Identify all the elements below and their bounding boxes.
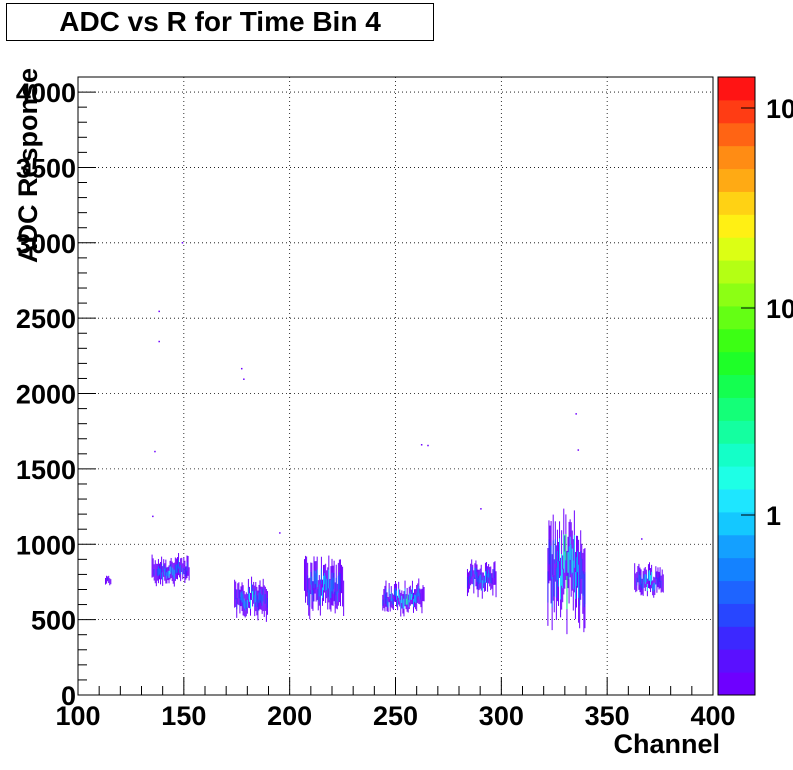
palette-swatch: [718, 626, 755, 650]
y-tick-label: 1500: [16, 455, 76, 485]
data-cell: [641, 538, 643, 540]
palette-swatch: [718, 351, 755, 376]
palette-swatch: [718, 557, 755, 582]
y-tick-label: 3500: [16, 153, 76, 183]
y-tick-label: 2500: [16, 304, 76, 334]
palette-swatch: [718, 122, 755, 147]
palette-swatch: [718, 374, 755, 398]
data-cell: [480, 508, 482, 510]
data-cell: [575, 413, 577, 415]
palette-swatch: [718, 168, 755, 192]
palette-swatch: [718, 77, 755, 101]
palette-swatch: [718, 649, 755, 673]
palette-swatch: [718, 237, 755, 261]
data-cell: [181, 242, 184, 244]
palette-swatch: [718, 603, 755, 627]
data-cell: [158, 310, 160, 313]
palette-tick-label: 10: [766, 94, 793, 124]
y-axis-label: ADC Response: [13, 68, 43, 263]
palette-swatch: [718, 328, 755, 353]
palette-swatch: [718, 534, 755, 559]
palette-tick-label: 10: [766, 294, 793, 324]
chart-title: ADC vs R for Time Bin 4: [6, 3, 434, 41]
y-tick-label: 3000: [16, 229, 76, 259]
palette-swatch: [718, 283, 755, 307]
axis-ticks: 100 150 200 250 300 350 4000500100015002000250…: [16, 76, 736, 731]
data-cell: [427, 444, 429, 447]
palette-swatch: [718, 511, 755, 536]
palette-swatch: [718, 397, 755, 421]
data-cell: [152, 515, 154, 518]
data-cell: [420, 444, 423, 446]
y-tick-label: 500: [31, 606, 76, 636]
grid: [78, 77, 713, 695]
x-axis-label: Channel: [613, 729, 720, 759]
data-cell: [240, 367, 243, 370]
y-tick-label: 4000: [16, 78, 76, 108]
data-cell: [243, 378, 245, 380]
y-tick-label: 2000: [16, 380, 76, 410]
palette-swatch: [718, 443, 755, 467]
x-tick-label: 150: [161, 701, 206, 731]
color-palette: 1 10 10: [717, 76, 793, 696]
x-tick-label: 250: [373, 701, 418, 731]
palette-swatch: [718, 305, 755, 330]
palette-swatch: [718, 489, 755, 513]
palette-swatch: [718, 466, 755, 490]
x-tick-label: 200: [267, 701, 312, 731]
palette-swatch: [718, 420, 755, 444]
palette-swatch: [718, 260, 755, 284]
palette-swatch: [718, 672, 755, 696]
palette-swatch: [718, 580, 755, 604]
data-cell: [577, 449, 580, 451]
palette-swatch: [718, 214, 755, 238]
palette-tick-label: 1: [766, 501, 781, 531]
x-tick-label: 400: [690, 701, 735, 731]
x-tick-label: 350: [585, 701, 630, 731]
palette-swatch: [718, 99, 755, 124]
palette-swatch: [718, 145, 755, 170]
x-tick-label: 300: [479, 701, 524, 731]
y-tick-label: 0: [61, 681, 76, 711]
palette-swatch: [718, 191, 755, 215]
data-cell: [158, 340, 160, 343]
data-cell: [279, 532, 281, 534]
y-tick-label: 1000: [16, 530, 76, 560]
data-points: [105, 242, 664, 635]
data-cell: [154, 450, 156, 453]
x-tick-label: 100: [55, 701, 100, 731]
